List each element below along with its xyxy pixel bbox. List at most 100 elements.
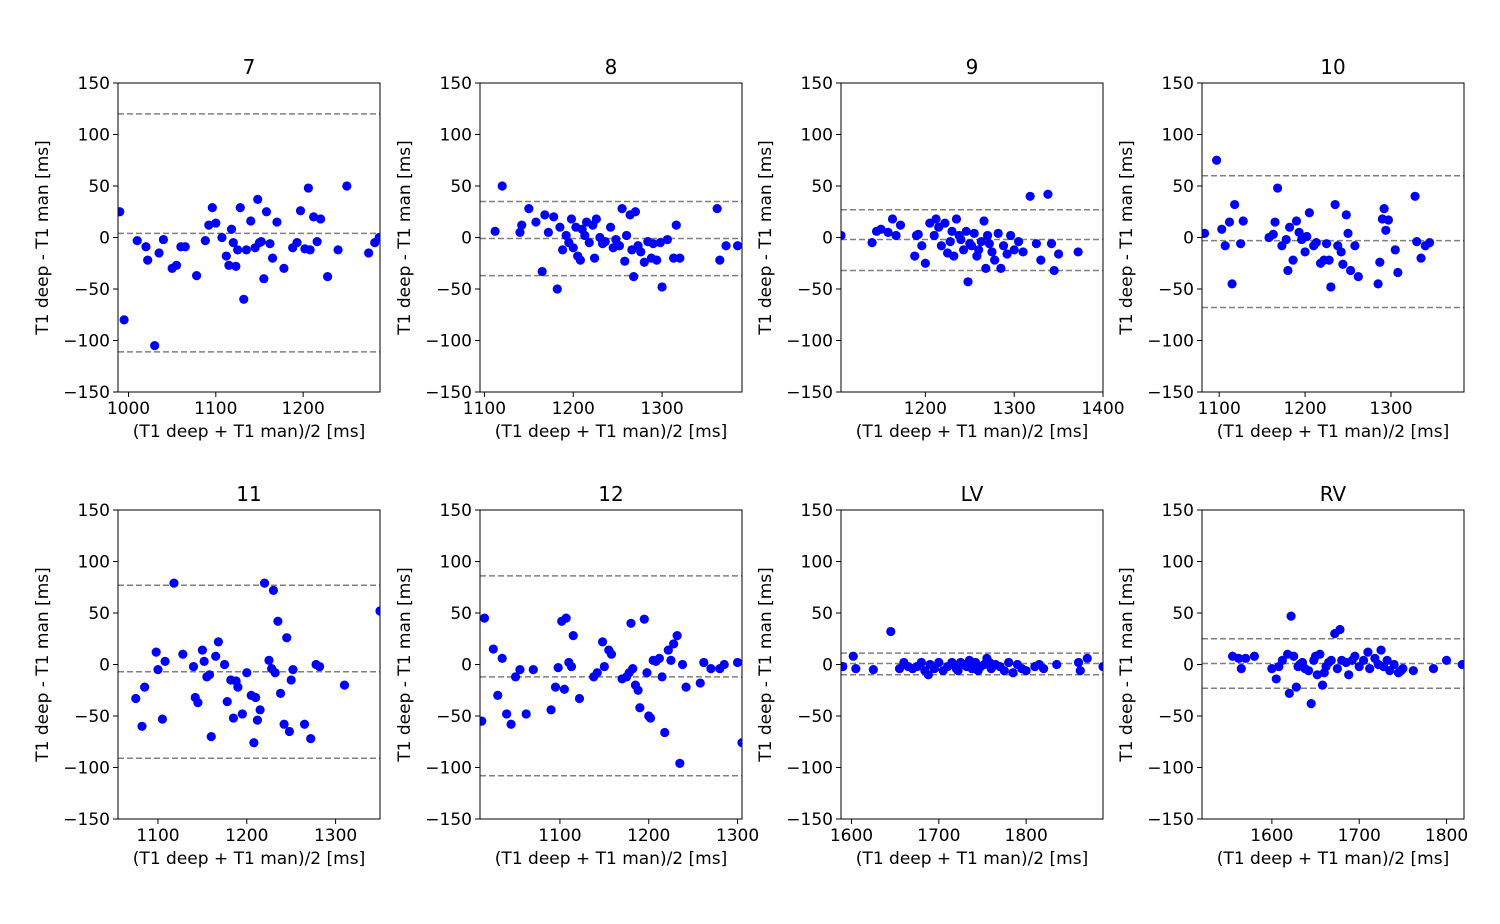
chart-1-point [226, 224, 237, 234]
chart-2-point [531, 217, 541, 227]
chart-2-point [715, 255, 725, 265]
chart-1-point [235, 203, 245, 213]
chart-6-point [706, 664, 716, 674]
chart-4-point [1321, 239, 1332, 249]
chart-7-title: LV [961, 482, 984, 506]
chart-4-point [1338, 259, 1348, 269]
chart-5-point [206, 732, 216, 742]
chart-3-xtick-label: 1200 [904, 399, 947, 419]
chart-3-title: 9 [966, 55, 979, 79]
chart-7-point [841, 661, 848, 672]
chart-4: 10 −150 −100 −50 0 50 100 150 1100 1200 1300 (T1 de… [1117, 55, 1465, 442]
chart-5-point [211, 651, 221, 661]
chart-6-point [599, 661, 609, 672]
chart-7-point [1008, 668, 1018, 678]
chart-1-point [217, 232, 227, 243]
chart-2-point [561, 230, 571, 241]
chart-3-point [1073, 247, 1083, 257]
chart-8-point [1382, 655, 1392, 665]
chart-2-ytick-label: −50 [436, 280, 472, 300]
chart-5-ytick-label: 100 [78, 553, 110, 573]
chart-1-title: 7 [243, 55, 256, 79]
chart-4-title: 10 [1320, 55, 1345, 79]
chart-5-point [249, 738, 259, 748]
chart-8-ylabel: T1 deep - T1 man [ms] [1117, 567, 1137, 763]
chart-8-point [1317, 680, 1328, 690]
chart-4-point [1341, 210, 1351, 220]
chart-1-point [265, 239, 275, 249]
chart-3-point [958, 245, 969, 255]
chart-5-xtick-label: 1100 [136, 826, 179, 846]
chart-2-ytick-label: −150 [425, 383, 472, 403]
chart-2-point [629, 272, 639, 282]
chart-6-point [574, 693, 585, 704]
chart-5-point [242, 668, 252, 678]
chart-2-point [524, 204, 534, 214]
chart-4-ylabel: T1 deep - T1 man [ms] [1117, 140, 1137, 336]
chart-6-point [566, 661, 577, 672]
chart-2-point [621, 230, 632, 241]
chart-7: LV −150 −100 −50 0 50 100 150 1600 1700 1800 (T1 de… [756, 482, 1104, 869]
chart-4-point [1300, 247, 1310, 257]
chart-1-point [119, 315, 129, 325]
chart-8-point [1335, 624, 1345, 635]
chart-4-point [1302, 231, 1312, 242]
chart-6-point [633, 685, 643, 695]
chart-4-xtick-label: 1200 [1283, 399, 1326, 419]
chart-2-ylabel: T1 deep - T1 man [ms] [395, 140, 415, 336]
chart-4-point [1383, 215, 1394, 225]
chart-4-ytick-label: −100 [1147, 332, 1194, 352]
chart-5-point [268, 585, 279, 595]
chart-4-point [1324, 255, 1334, 265]
chart-8-point [1286, 611, 1296, 621]
chart-3-point [993, 228, 1003, 238]
chart-3-point [969, 228, 979, 238]
chart-5-point [251, 692, 261, 703]
chart-1-xlabel: (T1 deep + T1 man)/2 [ms] [133, 422, 365, 442]
chart-6-ytick-label: −100 [425, 759, 472, 779]
chart-3-point [1006, 230, 1016, 241]
chart-2-point [568, 243, 578, 253]
chart-3-ytick-label: 150 [801, 74, 833, 94]
chart-2-point [515, 227, 525, 237]
chart-8-point [1249, 651, 1259, 661]
chart-8-point [1284, 688, 1294, 698]
chart-5-point [299, 719, 310, 729]
chart-3-ytick-label: −150 [786, 383, 833, 403]
chart-5-point [259, 578, 270, 588]
chart-8-xlabel: (T1 deep + T1 man)/2 [ms] [1217, 849, 1449, 869]
chart-3-point [949, 251, 959, 261]
chart-4-xtick-label: 1300 [1369, 399, 1412, 419]
chart-3-point [982, 230, 993, 241]
chart-6-xlabel: (T1 deep + T1 man)/2 [ms] [495, 849, 727, 869]
chart-3-ylabel: T1 deep - T1 man [ms] [756, 140, 776, 336]
chart-4-point [1336, 247, 1346, 257]
chart-6-point [677, 659, 688, 670]
chart-5-point [213, 637, 223, 647]
chart-6-point [645, 713, 656, 723]
chart-6-ytick-label: 150 [440, 501, 472, 521]
chart-5-point [197, 645, 207, 655]
chart-1-point [295, 206, 306, 216]
chart-6-ytick-label: 0 [461, 656, 472, 676]
chart-8-ytick-label: −50 [1158, 707, 1194, 727]
chart-2-point [589, 253, 600, 263]
chart-2-point [555, 222, 565, 232]
chart-2-point [605, 222, 616, 232]
chart-4-point [1393, 267, 1403, 278]
chart-4-point [1416, 253, 1426, 263]
chart-6-point [597, 637, 608, 647]
chart-5-title: 11 [236, 482, 261, 506]
chart-1-point [241, 245, 251, 255]
chart-5: 11 −150 −100 −50 0 50 100 150 1100 1200 1300 (T1 de… [33, 482, 381, 869]
chart-4-point [1285, 222, 1295, 232]
chart-4-point [1304, 208, 1314, 218]
chart-7-point [923, 670, 933, 680]
chart-8-point [1289, 651, 1299, 661]
chart-8-ytick-label: 150 [1162, 501, 1194, 521]
chart-5-point [282, 633, 292, 643]
chart-6-point [642, 668, 652, 678]
chart-1-ytick-label: −100 [63, 332, 110, 352]
chart-3-point [951, 214, 962, 224]
chart-4-point [1410, 191, 1420, 201]
